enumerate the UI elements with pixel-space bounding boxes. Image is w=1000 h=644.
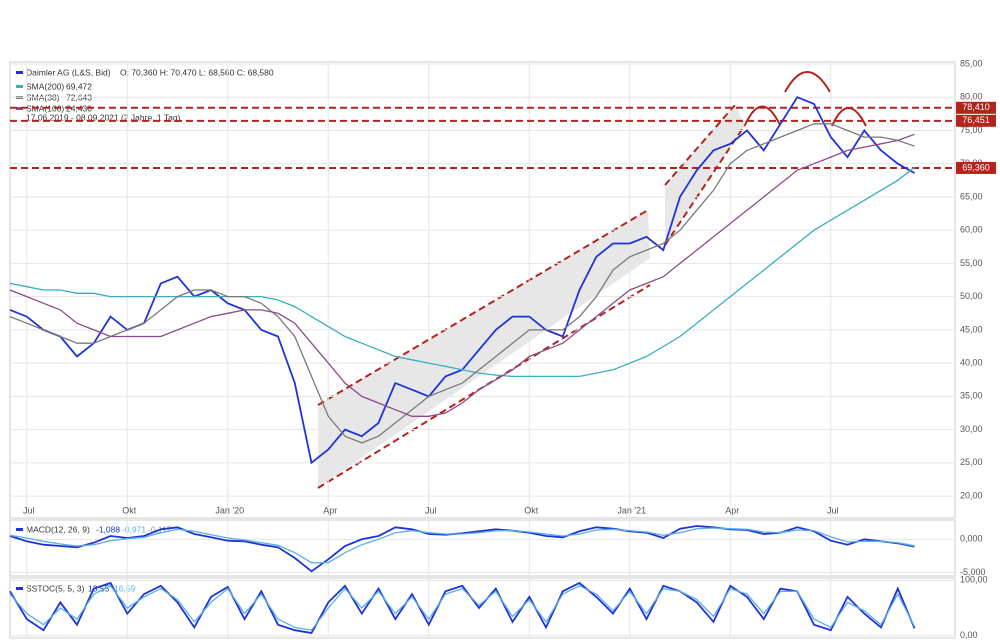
- channel-line: [317, 209, 649, 406]
- series-line: [9, 584, 916, 631]
- x-tick-label: Jul: [827, 505, 839, 515]
- legend-value: 69,472: [66, 81, 92, 91]
- legend-value: -1,088: [96, 524, 120, 534]
- legend-period: 17.06.2019 - 08.09.2021 (2 Jahre, 1 Tag): [26, 112, 181, 122]
- y-tick-label: 60,00: [960, 225, 983, 235]
- y-tick-label: 35,00: [960, 391, 983, 401]
- legend-name: SMA(200): [26, 81, 64, 91]
- x-tick-label: Apr: [725, 505, 739, 515]
- series-line: [9, 166, 915, 378]
- x-tick-label: Jul: [23, 505, 35, 515]
- y-tick-label: 50,00: [960, 291, 983, 301]
- y-tick-label: 85,00: [960, 58, 983, 68]
- level-tag: [956, 161, 996, 174]
- sstoc-title: SSTOC(5, 5, 3): [26, 583, 85, 593]
- y-tick-label: 0,000: [960, 534, 983, 544]
- y-tick-label: 55,00: [960, 258, 983, 268]
- level-tag: [956, 101, 996, 114]
- x-tick-label: Okt: [524, 505, 539, 515]
- legend-value: -0,971: [122, 524, 146, 534]
- y-tick-label: 80,00: [960, 92, 983, 102]
- y-tick-label: 100,00: [960, 575, 988, 585]
- trend-channels: [317, 71, 867, 489]
- legend-swatch: [16, 587, 23, 590]
- legend-swatch: [16, 107, 23, 110]
- x-tick-label: Jul: [425, 505, 437, 515]
- x-tick-label: Apr: [323, 505, 337, 515]
- y-tick-label: 45,00: [960, 324, 983, 334]
- level-label: 78,410: [962, 102, 990, 112]
- level-tag: [956, 114, 996, 127]
- legend-price: Daimler AG (L&S, Bid): [26, 67, 111, 77]
- head-arc: [784, 71, 831, 93]
- y-tick-label: 30,00: [960, 424, 983, 434]
- channel-fill: [318, 210, 650, 488]
- channel-line: [317, 284, 651, 489]
- legend-value: 16,59: [114, 583, 136, 593]
- sstoc-panel: [9, 577, 956, 639]
- series-line: [9, 96, 915, 465]
- x-tick-label: Okt: [122, 505, 137, 515]
- y-tick-label: 20,00: [960, 490, 983, 500]
- level-label: 76,451: [962, 115, 990, 125]
- channel-fill: [665, 105, 745, 245]
- series-line: [9, 123, 915, 444]
- macd-panel: [9, 519, 956, 577]
- series-line: [9, 525, 915, 573]
- y-tick-label: 65,00: [960, 191, 983, 201]
- level-label: 69,360: [962, 162, 990, 172]
- shoulder-arc: [744, 105, 781, 126]
- x-tick-label: Jan '20: [215, 505, 244, 515]
- macd-title: MACD(12, 26, 9): [26, 524, 90, 534]
- series-line: [9, 581, 916, 634]
- y-tick-label: 25,00: [960, 457, 983, 467]
- series-line: [9, 133, 915, 417]
- x-tick-label: Jan '21: [617, 505, 646, 515]
- y-tick-label: 40,00: [960, 357, 983, 367]
- y-tick-label: 0,00: [960, 630, 978, 640]
- legend-swatch: [16, 528, 23, 531]
- series-line: [9, 527, 915, 564]
- channel-line: [664, 124, 746, 246]
- legend-swatch: [16, 71, 23, 74]
- channel-line: [664, 104, 736, 186]
- y-tick-label: 75,00: [960, 125, 983, 135]
- legend-swatch: [16, 85, 23, 88]
- legend-value: 13,55: [88, 583, 110, 593]
- legend-ohlc: O: 70,360 H: 70,470 L: 68,560 C: 68,580: [120, 67, 274, 77]
- y-tick-label: -5,000: [960, 567, 986, 577]
- shoulder-arc: [831, 107, 867, 127]
